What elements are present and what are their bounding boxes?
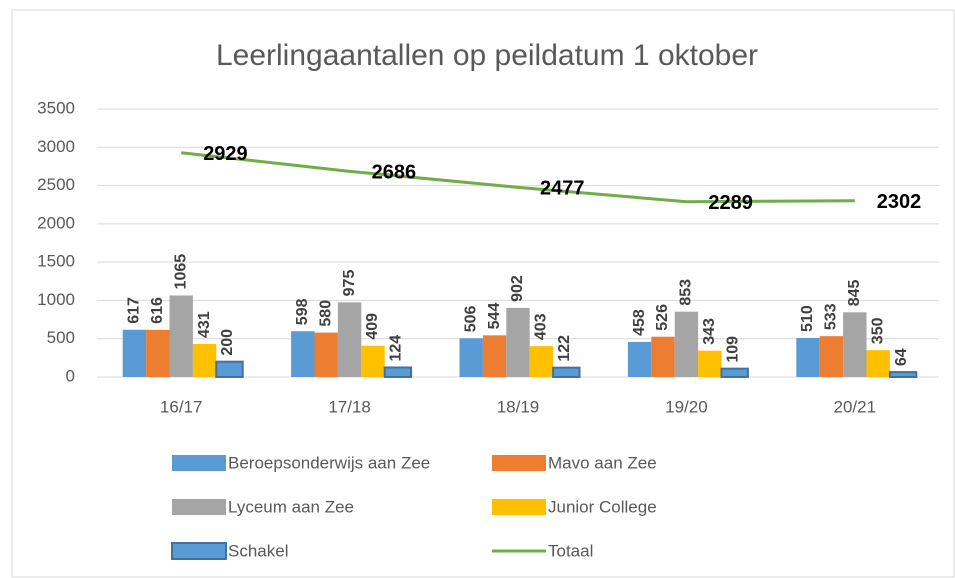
bar-value-label: 122 [556,335,573,362]
legend-swatch [492,499,546,515]
bar [337,302,362,377]
bar [361,345,385,377]
bar [169,295,193,377]
bar-value-label: 458 [631,309,648,336]
bar-value-label: 598 [294,298,311,325]
bar [459,338,483,377]
bar [291,331,315,377]
legend-swatch [492,455,546,471]
line-value-label: 2686 [372,162,417,184]
bar-value-label: 124 [388,335,405,362]
line-value-label: 2289 [708,192,753,214]
bar [482,335,507,377]
bar-value-label: 616 [149,297,166,324]
bar [888,371,918,378]
y-tick-label: 0 [66,366,75,385]
bar [383,366,413,379]
bar-value-label: 431 [196,311,213,338]
bar [314,332,338,377]
bar-value-label: 409 [364,313,381,340]
legend-swatch [171,542,227,560]
line [181,151,855,204]
y-tick-label: 500 [47,328,75,347]
bar [146,329,170,377]
bar [866,350,890,377]
bar-value-label: 526 [654,304,671,331]
legend-label: Totaal [548,541,593,560]
y-tick-label: 3500 [37,98,75,117]
y-tick-label: 3000 [37,137,75,156]
legend-label: Junior College [548,497,657,516]
bar-value-label: 617 [126,297,143,324]
y-tick-label: 2000 [37,213,75,232]
bar [506,307,530,377]
bar [552,366,581,379]
legend-swatch [172,455,226,471]
legend-label: Schakel [228,541,288,560]
bar [122,329,147,377]
bar-value-label: 533 [823,303,840,330]
chart-title: Leerlingaantallen op peildatum 1 oktober [216,39,758,72]
bar [720,367,749,379]
bar-value-label: 64 [893,348,910,366]
bar-value-label: 200 [219,329,236,356]
x-tick-label: 17/18 [328,397,371,416]
bar [192,343,217,377]
bar-value-label: 580 [317,300,334,327]
bar [529,346,554,377]
x-tick-label: 19/20 [665,397,708,416]
bar-value-label: 506 [462,305,479,332]
bar [674,311,699,377]
bar-value-label: 1065 [172,254,189,290]
bar-value-label: 845 [846,280,863,307]
legend-swatch [172,499,226,515]
legend-label: Beroepsonderwijs aan Zee [228,453,430,472]
y-tick-label: 1000 [37,290,75,309]
x-tick-label: 18/19 [497,397,540,416]
bar-value-label: 902 [509,275,526,302]
bar [819,336,844,377]
line-value-label: 2929 [203,143,248,165]
y-tick-label: 1500 [37,252,75,271]
legend-label: Mavo aan Zee [548,453,657,472]
bar [698,350,722,377]
x-tick-label: 16/17 [160,397,203,416]
bar-value-label: 510 [799,305,816,332]
bar [215,360,244,378]
bar-value-label: 544 [486,303,503,330]
legend-label: Lyceum aan Zee [228,497,354,516]
bar-value-label: 403 [533,313,550,340]
x-tick-label: 20/21 [834,397,877,416]
chart-border [11,9,955,578]
bar [627,341,652,377]
bar [843,312,867,377]
y-tick-label: 2500 [37,175,75,194]
line-value-label: 2302 [877,191,922,213]
bar-value-label: 343 [701,318,718,345]
bar-value-label: 350 [869,317,886,344]
bar [651,336,675,377]
bar-value-label: 975 [341,270,358,297]
bar-value-label: 109 [724,336,741,363]
bar [796,337,820,377]
bar-value-label: 853 [678,279,695,306]
line-value-label: 2477 [540,178,585,200]
